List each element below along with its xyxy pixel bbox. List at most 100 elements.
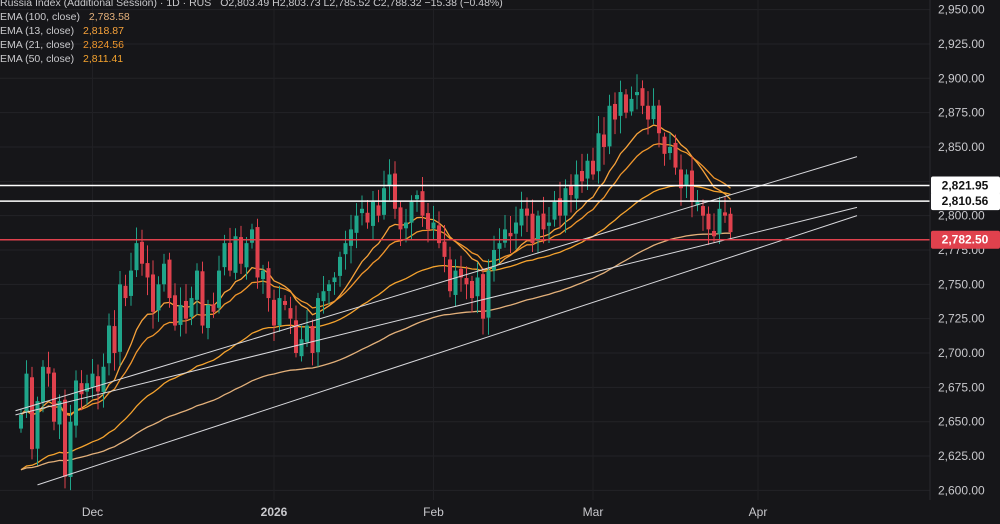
candle-up: [261, 270, 265, 280]
candle-up: [552, 201, 557, 220]
candle-down: [448, 259, 452, 292]
ema-line: [20, 184, 731, 471]
candle-up: [217, 270, 221, 308]
candle-down: [140, 241, 144, 264]
candle-down: [151, 274, 155, 312]
candle-down: [530, 213, 535, 244]
candle-up: [189, 298, 194, 317]
candle-up: [349, 229, 353, 246]
candle-down: [679, 169, 683, 189]
candle-up: [233, 236, 238, 273]
legend-ema-13[interactable]: EMA (13, close) 2,818.87: [0, 24, 503, 38]
grid-lines: [0, 9, 930, 491]
y-tick-label: 2,950.00: [938, 3, 985, 17]
candle-up: [475, 277, 480, 297]
legend-ema-100[interactable]: EMA (100, close) 2,783.58: [0, 10, 503, 24]
candle-down: [173, 295, 177, 326]
symbol-title[interactable]: Russia Index (Additional Session) · 1D ·…: [0, 0, 212, 9]
candle-up: [387, 174, 392, 187]
ema-value: 2,824.56: [83, 39, 124, 51]
y-tick-label: 2,625.00: [938, 449, 985, 463]
candle-up: [321, 291, 326, 302]
candle-down: [272, 299, 276, 326]
ema-label: EMA (13, close): [0, 25, 75, 37]
candle-down: [123, 285, 128, 299]
candle-down: [459, 268, 463, 278]
candle-up: [635, 92, 639, 96]
legend-title-row: Russia Index (Additional Session) · 1D ·…: [0, 0, 503, 10]
candle-up: [195, 270, 199, 300]
candle-down: [558, 198, 562, 216]
price-tag-bg: [931, 192, 1000, 211]
candles: [19, 74, 733, 491]
candle-up: [24, 373, 29, 412]
trendlines[interactable]: [15, 156, 858, 486]
candle-down: [112, 326, 117, 354]
ema-label: EMA (100, close): [0, 11, 80, 23]
price-tag-bg: [931, 176, 1000, 195]
candle-down: [646, 105, 650, 120]
candle-up: [453, 270, 458, 295]
candle-down: [723, 212, 727, 216]
candle-down: [426, 213, 430, 230]
candle-up: [574, 174, 579, 199]
candle-down: [613, 103, 617, 120]
price-axis[interactable]: [930, 0, 1000, 524]
candle-up: [338, 256, 342, 276]
candle-down: [283, 301, 287, 305]
legend-ema-50[interactable]: EMA (50, close) 2,811.41: [0, 52, 503, 66]
candle-up: [74, 380, 78, 426]
x-tick-label: Apr: [749, 505, 768, 519]
chart-legend: Russia Index (Additional Session) · 1D ·…: [0, 0, 503, 66]
horizontal-levels[interactable]: [0, 184, 930, 241]
candle-up: [316, 298, 320, 353]
ema-value: 2,783.58: [88, 11, 130, 23]
candle-up: [156, 284, 161, 311]
trendline: [15, 156, 858, 412]
legend-ema-21[interactable]: EMA (21, close) 2,824.56: [0, 38, 503, 52]
ema-label: EMA (21, close): [0, 39, 75, 51]
candle-down: [701, 206, 705, 216]
x-tick-label: Dec: [82, 505, 103, 519]
candle-up: [85, 383, 89, 392]
price-tag-label: 2,810.56: [942, 194, 989, 208]
candle-up: [514, 222, 518, 234]
candle-down: [470, 280, 474, 299]
candle-down: [393, 173, 397, 209]
y-tick-label: 2,800.00: [938, 209, 985, 223]
ohlc-values: O2,803.49 H2,803.73 L2,785.52 C2,788.32 …: [220, 0, 503, 9]
y-tick-label: 2,925.00: [938, 37, 985, 51]
y-tick-label: 2,725.00: [938, 312, 985, 326]
candle-up: [57, 401, 62, 425]
y-axis-labels: 2,600.00 2,625.00 2,650.00 2,675.00 2,700.00…: [938, 3, 985, 498]
candle-down: [673, 142, 678, 168]
candle-down: [442, 241, 447, 257]
candle-up: [68, 421, 73, 477]
candle-down: [591, 160, 595, 175]
x-tick-label: Feb: [423, 505, 444, 519]
candle-down: [200, 271, 205, 326]
candle-up: [596, 133, 601, 172]
candle-up: [492, 250, 496, 271]
ema-value: 2,818.87: [83, 25, 124, 37]
candle-down: [228, 242, 232, 271]
candle-up: [585, 160, 590, 179]
candle-up: [35, 401, 40, 449]
candle-down: [167, 259, 172, 299]
candle-up: [415, 195, 419, 200]
candle-down: [437, 225, 441, 244]
price-tag-label: 2,782.50: [942, 233, 989, 247]
candle-up: [222, 243, 227, 268]
y-tick-label: 2,650.00: [938, 415, 985, 429]
candle-up: [668, 146, 672, 154]
candle-up: [519, 208, 524, 226]
y-tick-label: 2,675.00: [938, 380, 985, 394]
candle-down: [365, 212, 370, 223]
candle-down: [706, 213, 711, 230]
candle-down: [266, 268, 271, 299]
candle-up: [607, 105, 612, 147]
candle-up: [129, 270, 133, 296]
candle-up: [134, 243, 139, 271]
candle-down: [640, 88, 645, 106]
